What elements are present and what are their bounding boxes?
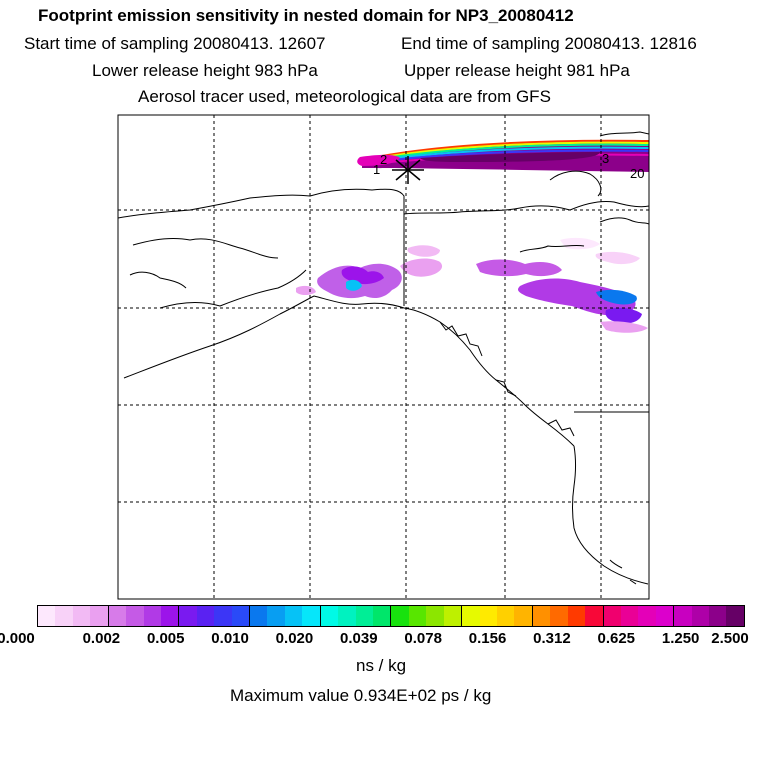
emission-sensitivity-field: [296, 237, 648, 333]
colorbar-swatch: [443, 606, 463, 626]
colorbar-tick-label: 0.156: [468, 630, 507, 647]
colorbar-swatch: [674, 606, 692, 626]
colorbar-swatch: [514, 606, 533, 626]
colorbar-swatch: [267, 606, 285, 626]
colorbar-tick-label: 0.078: [404, 630, 442, 647]
colorbar-swatch: [638, 606, 656, 626]
colorbar-swatch: [726, 606, 744, 626]
colorbar-swatch: [38, 606, 56, 626]
colorbar-tick-label: 0.039: [340, 630, 378, 647]
colorbar-tick-label: 2.500: [711, 630, 749, 647]
colorbar-units-label: ns / kg: [356, 656, 407, 675]
colorbar-swatch: [355, 606, 374, 626]
colorbar-tick-label: 0.010: [211, 630, 249, 647]
colorbar-swatch: [108, 606, 127, 626]
coastlines: [118, 131, 649, 585]
lower-release-height-label: Lower release height 983 hPa: [92, 61, 318, 80]
colorbar-swatch: [603, 606, 621, 626]
colorbar-swatch: [72, 606, 91, 626]
colorbar-swatch: [196, 606, 215, 626]
colorbar-swatch: [231, 606, 251, 626]
colorbar-swatch: [55, 606, 73, 626]
colorbar-swatch: [496, 606, 515, 626]
colorbar-tick-label: 0.020: [275, 630, 314, 647]
colorbar-swatch: [691, 606, 710, 626]
colorbar-swatch: [338, 606, 356, 626]
colorbar-swatch: [408, 606, 427, 626]
trajectory-label-2: 2: [380, 152, 387, 167]
colorbar-swatch: [179, 606, 197, 626]
colorbar-swatch: [126, 606, 144, 626]
colorbar-swatch: [391, 606, 409, 626]
trajectory-label-3: 3: [602, 151, 609, 166]
colorbar-swatch: [302, 606, 321, 626]
colorbar-tick-label: 0.000: [0, 630, 35, 647]
colorbar-swatch: [90, 606, 109, 626]
start-time-label: Start time of sampling 20080413. 12607: [24, 34, 326, 53]
colorbar-swatch: [143, 606, 161, 626]
colorbar-swatch: [426, 606, 444, 626]
colorbar-swatch: [320, 606, 339, 626]
colorbar-swatch: [532, 606, 551, 626]
footprint-map: 2 1 3 20: [117, 114, 650, 600]
trajectory-label-20: 20: [630, 166, 644, 181]
colorbar-swatch: [160, 606, 180, 626]
colorbar-swatch: [585, 606, 604, 626]
colorbar-tick-label: 0.005: [146, 630, 185, 647]
colorbar-swatch: [214, 606, 232, 626]
colorbar-swatch: [709, 606, 727, 626]
receptor-star-icon: [392, 156, 424, 184]
colorbar: [37, 605, 745, 627]
colorbar-tick-label: 0.625: [597, 630, 636, 647]
plume-trajectory: [357, 139, 649, 172]
upper-release-height-label: Upper release height 981 hPa: [404, 61, 630, 80]
map-frame: [117, 114, 650, 600]
colorbar-swatch: [550, 606, 568, 626]
colorbar-tick-label: 0.002: [82, 630, 121, 647]
aerosol-info-label: Aerosol tracer used, meteorological data…: [138, 87, 551, 106]
colorbar-swatch: [567, 606, 586, 626]
plot-title: Footprint emission sensitivity in nested…: [38, 6, 574, 25]
colorbar-swatch: [250, 606, 268, 626]
end-time-label: End time of sampling 20080413. 12816: [401, 34, 697, 53]
colorbar-tick-label: 0.312: [533, 630, 571, 647]
colorbar-tick-label: 1.250: [661, 630, 700, 647]
colorbar-swatch: [655, 606, 675, 626]
trajectory-label-1: 1: [373, 162, 380, 177]
colorbar-swatch: [620, 606, 639, 626]
maximum-value-label: Maximum value 0.934E+02 ps / kg: [230, 686, 492, 705]
colorbar-swatch: [479, 606, 497, 626]
colorbar-swatch: [462, 606, 480, 626]
colorbar-swatch: [373, 606, 392, 626]
colorbar-swatch: [284, 606, 303, 626]
graticule: [118, 115, 649, 599]
